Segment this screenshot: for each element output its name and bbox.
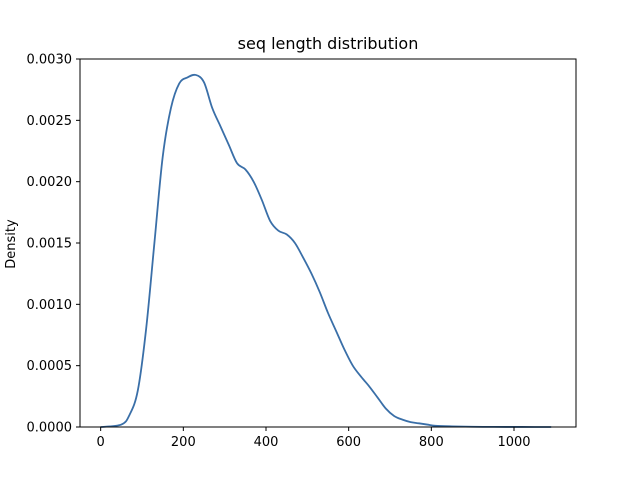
- y-tick-label: 0.0020: [27, 175, 73, 190]
- density-line: [100, 73, 552, 428]
- x-tick-label: 400: [254, 435, 279, 450]
- y-tick-label: 0.0010: [27, 298, 73, 313]
- y-tick-label: 0.0030: [27, 53, 73, 68]
- y-tick-label: 0.0025: [27, 114, 73, 129]
- chart-title: seq length distribution: [238, 34, 419, 53]
- x-tick-label: 800: [419, 435, 444, 450]
- y-tick-label: 0.0015: [27, 237, 73, 252]
- plot-area: [100, 73, 552, 428]
- y-tick-label: 0.0000: [27, 421, 73, 436]
- x-tick-label: 0: [97, 435, 105, 450]
- x-tick-label: 1000: [497, 435, 530, 450]
- x-tick-label: 200: [171, 435, 196, 450]
- y-axis-label: Density: [4, 219, 19, 269]
- y-tick-label: 0.0005: [27, 359, 73, 374]
- x-tick-label: 600: [336, 435, 361, 450]
